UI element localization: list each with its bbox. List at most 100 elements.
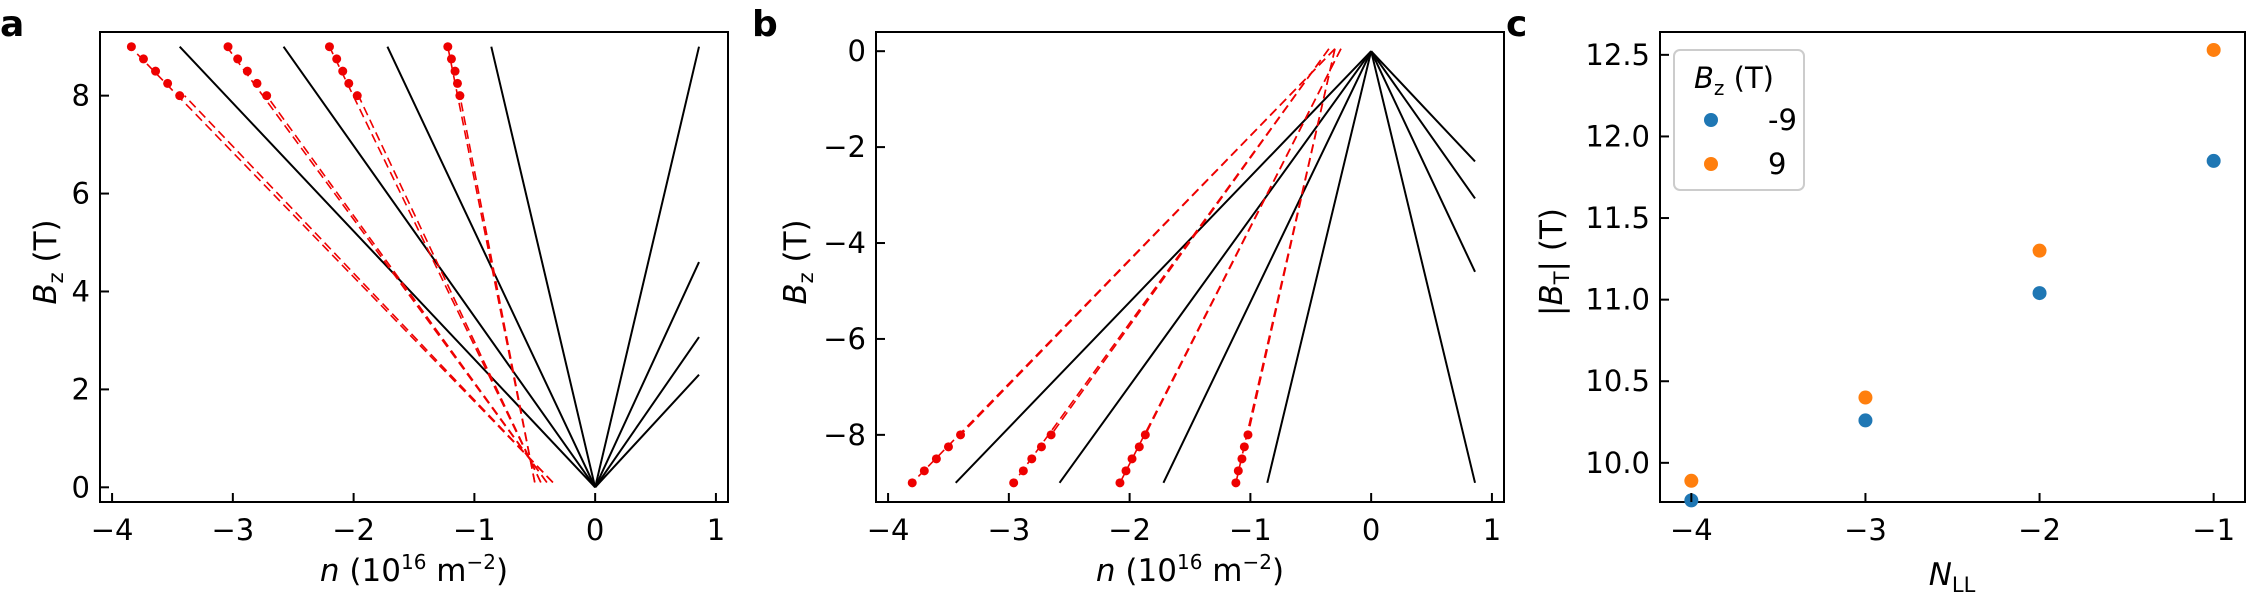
panel-c-plot-area — [1684, 42, 2221, 508]
red-data-point — [956, 430, 966, 440]
red-dashed-line — [1144, 48, 1342, 436]
black-solid-line — [178, 46, 596, 488]
panel-a-y-axis-label: Bz (T) — [28, 219, 68, 304]
red-data-point — [931, 454, 941, 464]
black-solid-line — [594, 46, 700, 488]
red-data-point — [1121, 466, 1131, 476]
red-dashed-line — [328, 46, 542, 483]
red-data-point — [452, 78, 462, 88]
red-data-point — [907, 478, 917, 488]
black-solid-line — [594, 336, 700, 488]
red-data-point — [450, 66, 460, 76]
panel-a: a −4 −3 −2 −1 0 1 0 2 4 6 8 n (1016 m−2) Bz (T) — [0, 4, 729, 589]
legend-marker-series-2 — [1704, 157, 1718, 171]
x-tick-label: −3 — [987, 513, 1030, 547]
black-solid-line — [1370, 50, 1476, 273]
red-data-point — [151, 66, 161, 76]
red-data-point — [344, 78, 354, 88]
panel-a-letter: a — [0, 4, 24, 45]
x-tick-label: −4 — [1670, 513, 1713, 547]
red-dashed-line — [959, 48, 1336, 436]
y-tick-label: 11.5 — [1585, 201, 1650, 235]
y-tick-label: 8 — [72, 79, 90, 113]
x-tick-label: −3 — [1844, 513, 1887, 547]
x-tick-label: −2 — [1108, 513, 1151, 547]
x-tick-label: −3 — [211, 513, 254, 547]
y-tick-label: 11.0 — [1585, 283, 1650, 317]
y-tick-label: −2 — [823, 130, 866, 164]
red-data-point — [1115, 478, 1125, 488]
panel-b-letter: b — [752, 4, 778, 45]
x-tick-label: 1 — [1483, 513, 1501, 547]
black-solid-line — [594, 374, 700, 488]
red-data-point — [138, 54, 148, 64]
panel-a-plot-area — [126, 42, 700, 488]
red-data-point — [1018, 466, 1028, 476]
panel-b-y-axis-label: Bz (T) — [778, 219, 818, 304]
red-data-point — [1239, 442, 1249, 452]
panel-b: b −4 −3 −2 −1 0 1 0 −2 −4 −6 −8 n (1016 m−2) Bz (… — [752, 4, 1505, 589]
y-tick-label: −6 — [823, 322, 866, 356]
red-dashed-line — [129, 46, 554, 483]
black-solid-line — [490, 46, 597, 488]
red-dashed-line — [226, 46, 548, 483]
red-data-point — [242, 66, 252, 76]
red-data-point — [1134, 442, 1144, 452]
black-solid-line — [594, 261, 700, 488]
y-tick-label: 4 — [72, 274, 90, 308]
y-tick-label: 12.5 — [1585, 38, 1650, 72]
panel-a-frame — [99, 31, 729, 503]
y-tick-label: −4 — [823, 226, 866, 260]
red-data-point — [163, 78, 173, 88]
y-tick-label: 6 — [72, 177, 90, 211]
panel-c-letter: c — [1506, 4, 1527, 45]
scatter-point-series-2 — [2032, 243, 2047, 258]
red-data-point — [1046, 430, 1056, 440]
black-solid-line — [1058, 50, 1372, 484]
y-tick-label: 10.5 — [1585, 364, 1650, 398]
black-solid-line — [1266, 50, 1373, 484]
legend-label-series-2: 9 — [1768, 147, 1786, 181]
red-data-point — [223, 42, 233, 52]
scatter-point-series-2 — [2206, 42, 2221, 57]
panel-b-frame — [875, 31, 1505, 503]
y-tick-label: 10.0 — [1585, 446, 1650, 480]
legend-title: Bz (T) — [1694, 61, 1774, 100]
black-solid-line — [1370, 50, 1476, 163]
red-data-point — [943, 442, 953, 452]
legend-box — [1673, 49, 1805, 191]
red-dashed-line — [1013, 48, 1330, 484]
panel-c-x-axis-label: NLL — [1929, 557, 1976, 597]
x-tick-label: −1 — [1229, 513, 1272, 547]
panel-a-x-axis-label: n (1016 m−2) — [320, 550, 508, 589]
red-data-point — [1036, 442, 1046, 452]
panel-c-y-axis-label: |BT| (T) — [1534, 208, 1574, 316]
red-data-point — [1140, 430, 1150, 440]
red-data-point — [252, 78, 262, 88]
panel-b-y-ticks: 0 −2 −4 −6 −8 — [823, 34, 885, 452]
panel-b-x-ticks: −4 −3 −2 −1 0 1 — [867, 493, 1501, 547]
y-tick-label: 0 — [72, 470, 90, 504]
red-dashed-line — [266, 95, 548, 483]
red-data-point — [233, 54, 243, 64]
red-data-point — [126, 42, 136, 52]
x-tick-label: −2 — [2018, 513, 2061, 547]
red-data-point — [1237, 454, 1247, 464]
red-data-point — [919, 466, 929, 476]
y-tick-label: 0 — [848, 34, 866, 68]
scatter-point-series-1 — [2206, 153, 2221, 168]
x-tick-label: −4 — [91, 513, 134, 547]
red-data-point — [1233, 466, 1243, 476]
y-tick-label: −8 — [823, 418, 866, 452]
y-tick-label: 2 — [72, 372, 90, 406]
black-solid-line — [954, 50, 1372, 484]
panel-b-x-axis-label: n (1016 m−2) — [1096, 550, 1284, 589]
red-data-point — [332, 54, 342, 64]
black-solid-line — [1162, 50, 1373, 484]
red-data-point — [1243, 430, 1253, 440]
red-dashed-line — [1050, 48, 1330, 436]
red-data-point — [352, 91, 362, 101]
red-data-point — [324, 42, 334, 52]
red-dashed-line — [1247, 48, 1336, 436]
